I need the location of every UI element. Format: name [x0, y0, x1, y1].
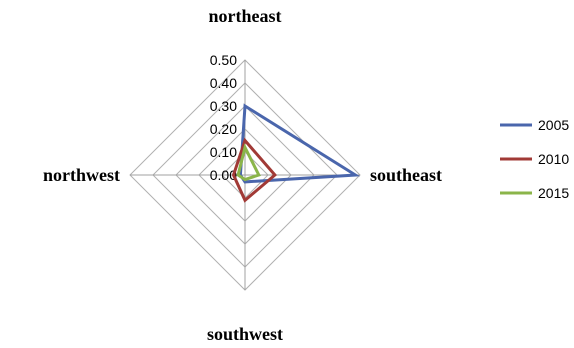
tick-label: 0.20: [210, 121, 237, 137]
legend-label-2005: 2005: [538, 117, 569, 133]
legend-label-2010: 2010: [538, 151, 569, 167]
legend-label-2015: 2015: [538, 185, 569, 201]
series-line-2015: [236, 143, 261, 182]
axis-name-northwest: northwest: [43, 165, 120, 185]
tick-label: 0.50: [210, 52, 237, 68]
series-line-2010: [231, 137, 278, 203]
axis-names: northeast southeast southwest northwest: [43, 6, 442, 344]
axis-name-southwest: southwest: [207, 324, 283, 344]
radar-series: [231, 103, 361, 203]
axis-name-northeast: northeast: [209, 6, 282, 26]
tick-label: 0.10: [210, 144, 237, 160]
legend: 2005 2010 2015: [500, 117, 569, 201]
radar-axes: [130, 60, 360, 290]
radial-tick-labels: 0.50 0.40 0.30 0.20 0.10 0.00: [210, 52, 237, 183]
axis-name-southeast: southeast: [370, 165, 442, 185]
tick-label: 0.40: [210, 75, 237, 91]
tick-label: 0.00: [210, 167, 237, 183]
tick-label: 0.30: [210, 98, 237, 114]
